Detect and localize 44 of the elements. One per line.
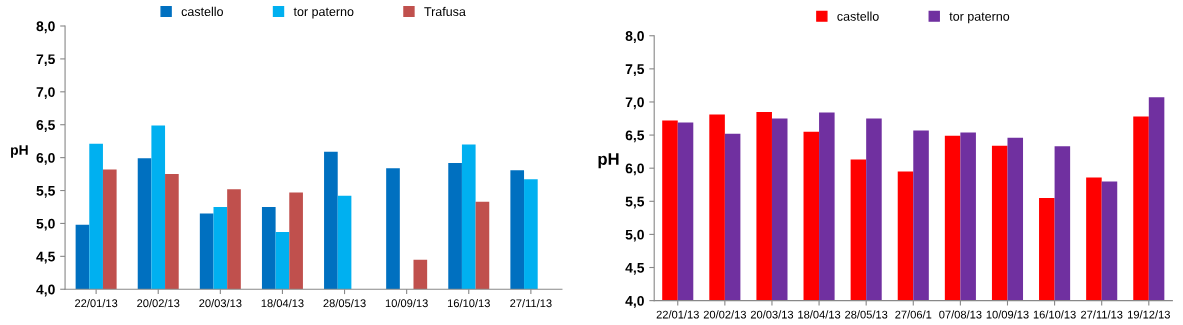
x-tick-label: 19/12/13 <box>1128 310 1170 319</box>
x-tick-label: 27/06/1 <box>895 310 932 319</box>
y-tick-label: 8,0 <box>36 21 55 34</box>
y-tick-label: 4,0 <box>36 284 55 297</box>
x-tick-label: 22/01/13 <box>75 298 118 308</box>
x-tick-label: 20/03/13 <box>750 310 794 319</box>
y-tick-label: 7,0 <box>625 97 644 110</box>
x-tick-label: 27/11/13 <box>510 298 552 308</box>
y-tick-label: 7,5 <box>36 54 55 67</box>
y-axis-title: pH <box>598 153 619 169</box>
x-tick-label: 20/02/13 <box>703 310 746 319</box>
y-tick-label: 6,5 <box>625 130 645 143</box>
y-tick-label: 4,5 <box>625 262 645 275</box>
y-tick-label: 5,5 <box>625 196 645 209</box>
y-tick-label: 5,0 <box>625 229 644 242</box>
y-tick-label: 5,5 <box>36 186 55 198</box>
x-tick-label: 10/09/13 <box>385 298 428 308</box>
x-tick-label: 16/10/13 <box>447 298 490 308</box>
y-tick-label: 7,0 <box>36 87 55 99</box>
legend-label: castello <box>837 11 879 21</box>
y-tick-label: 8,0 <box>625 31 644 43</box>
x-tick-label: 18/04/13 <box>798 310 841 319</box>
y-tick-label: 6,0 <box>625 163 644 176</box>
legend-label: tor paterno <box>293 7 354 19</box>
x-tick-label: 16/10/13 <box>1033 310 1076 319</box>
x-tick-label: 27/11/13 <box>1081 310 1123 319</box>
y-tick-label: 4,0 <box>625 295 644 308</box>
x-tick-label: 10/09/13 <box>986 310 1029 319</box>
y-tick-label: 5,0 <box>36 218 55 231</box>
legend-label: castello <box>181 6 223 17</box>
x-tick-label: 28/05/13 <box>845 310 888 319</box>
x-tick-label: 18/04/13 <box>261 298 304 308</box>
x-tick-label: 22/01/13 <box>656 310 699 319</box>
x-tick-label: 28/05/13 <box>323 298 366 308</box>
x-tick-label: 20/02/13 <box>137 298 180 308</box>
y-axis-title: pH <box>11 145 28 158</box>
y-tick-label: 6,5 <box>36 120 55 132</box>
y-tick-label: 4,5 <box>36 251 55 264</box>
legend-label: tor paterno <box>949 12 1010 24</box>
y-tick-label: 6,0 <box>36 152 55 165</box>
legend-label: Trafusa <box>424 6 466 17</box>
y-tick-label: 7,5 <box>625 64 645 77</box>
x-tick-label: 20/03/13 <box>199 298 242 308</box>
x-tick-label: 07/08/13 <box>939 310 982 319</box>
